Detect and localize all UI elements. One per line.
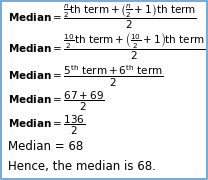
Text: $\mathbf{Median} = \dfrac{\frac{n}{2}\mathrm{th\ term} + \left(\frac{n}{2}+1\rig: $\mathbf{Median} = \dfrac{\frac{n}{2}\ma… xyxy=(8,3,197,31)
Text: $\mathbf{Median} = \dfrac{136}{2}$: $\mathbf{Median} = \dfrac{136}{2}$ xyxy=(8,113,85,137)
Text: $\mathbf{Median} = \dfrac{5^{\mathrm{th}}\ \mathrm{term} + 6^{\mathrm{th}}\ \mat: $\mathbf{Median} = \dfrac{5^{\mathrm{th}… xyxy=(8,64,164,89)
Text: $\mathbf{Median} = \dfrac{\frac{10}{2}\mathrm{th\ term} + \left(\frac{10}{2}+1\r: $\mathbf{Median} = \dfrac{\frac{10}{2}\m… xyxy=(8,31,206,62)
Text: $\mathbf{Median} = \dfrac{67 + 69}{2}$: $\mathbf{Median} = \dfrac{67 + 69}{2}$ xyxy=(8,90,105,113)
Text: Median = 68: Median = 68 xyxy=(8,140,84,153)
Text: Hence, the median is 68.: Hence, the median is 68. xyxy=(8,160,156,173)
